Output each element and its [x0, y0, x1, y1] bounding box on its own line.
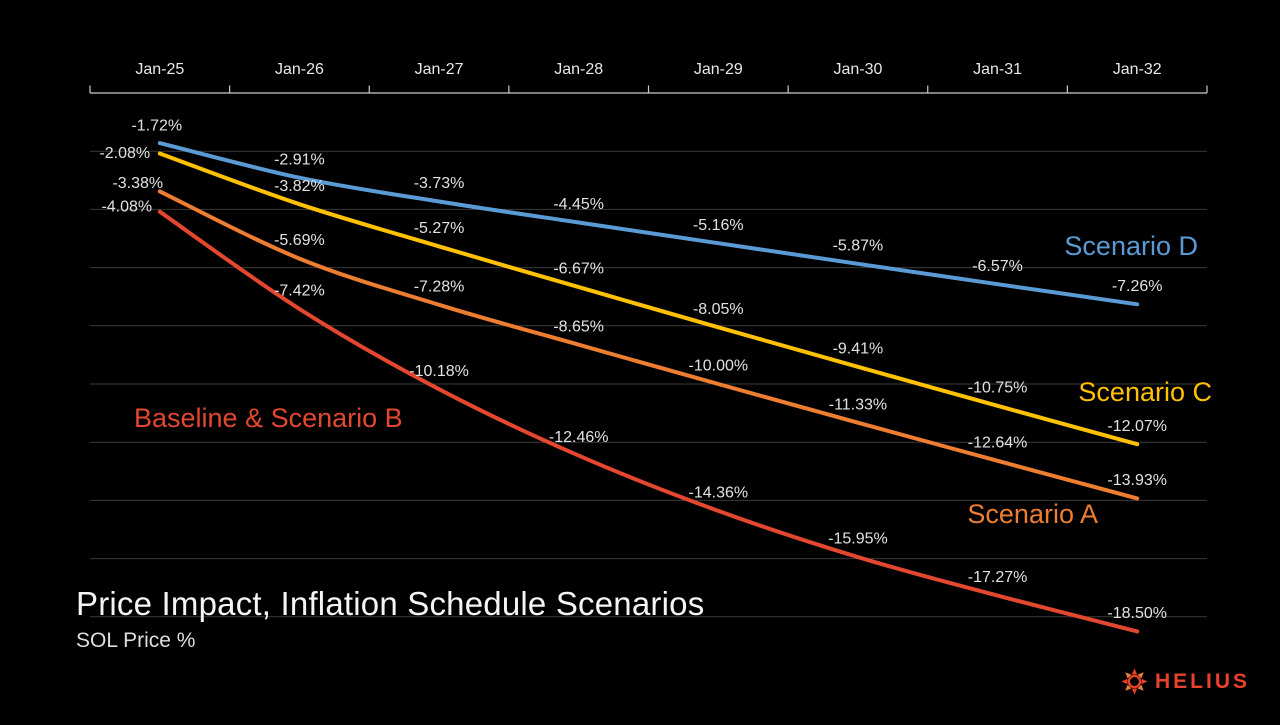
sun-ray: [1131, 668, 1138, 675]
value-label: -3.82%: [274, 178, 325, 195]
sun-core: [1127, 674, 1142, 689]
sun-ray: [1131, 688, 1138, 695]
series-annotation-scenario-a: Scenario A: [967, 499, 1098, 529]
line-scenario-d: [157, 141, 1140, 307]
value-label: -4.08%: [101, 198, 152, 215]
value-label: -2.08%: [99, 145, 150, 162]
sun-ray: [1137, 684, 1144, 691]
value-label: -3.73%: [414, 175, 465, 192]
value-label: -7.28%: [414, 278, 465, 295]
helius-logo: HELIUS: [1121, 668, 1250, 695]
value-label: -11.33%: [829, 396, 887, 413]
value-label: -2.91%: [274, 151, 325, 168]
value-label: -13.93%: [1107, 472, 1167, 489]
value-label: -1.72%: [131, 118, 182, 135]
value-label: -5.69%: [274, 232, 325, 249]
x-axis-label: Jan-28: [554, 61, 603, 78]
value-label: -6.57%: [972, 258, 1023, 275]
line-scenario-c: [157, 151, 1140, 447]
helius-sun-icon: [1121, 668, 1148, 695]
x-axis-label: Jan-25: [135, 61, 184, 78]
x-axis-label: Jan-31: [973, 61, 1022, 78]
value-label: -14.36%: [689, 484, 749, 501]
x-axis-label: Jan-30: [833, 61, 882, 78]
value-label: -8.05%: [693, 301, 744, 318]
series-scenario-a: -3.38% -5.69% -7.28% -8.65% -10.00% -11.33% -1…: [112, 175, 1167, 501]
sun-ray: [1141, 678, 1148, 685]
line-scenario-a: [157, 189, 1140, 501]
value-label: -3.38%: [112, 175, 163, 192]
x-axis-label: Jan-27: [415, 61, 464, 78]
value-label: -5.87%: [833, 237, 884, 254]
series-scenario-d: -1.72% -2.91% -3.73% -4.45% -5.16% -5.87% -6.5…: [131, 118, 1163, 307]
chart-title: Price Impact, Inflation Schedule Scenari…: [76, 585, 705, 622]
sun-ray: [1121, 678, 1128, 685]
value-label: -18.50%: [1107, 605, 1167, 622]
value-label: -12.07%: [1107, 418, 1167, 435]
value-label: -17.27%: [968, 569, 1028, 586]
line-baseline-scenario-b: [157, 209, 1140, 634]
x-axis-label: Jan-29: [694, 61, 743, 78]
series-scenario-c: -2.08% -3.82% -5.27% -6.67% -8.05% -9.41% -10.…: [99, 145, 1167, 447]
x-axis-label: Jan-32: [1113, 61, 1162, 78]
value-label: -10.18%: [409, 363, 469, 380]
value-label: -4.45%: [553, 196, 604, 213]
value-label: -6.67%: [553, 261, 604, 278]
chart-subtitle: SOL Price %: [76, 628, 196, 652]
value-label: -15.95%: [828, 531, 888, 548]
sun-ray: [1137, 672, 1144, 679]
title-block: Price Impact, Inflation Schedule Scenari…: [76, 585, 704, 653]
value-label: -7.42%: [274, 283, 325, 300]
value-label: -9.41%: [833, 340, 884, 357]
value-label: -5.27%: [414, 220, 465, 237]
series-baseline-scenario-b: -4.08% -7.42% -10.18% -12.46% -14.36% -15.95%…: [101, 198, 1167, 634]
x-axis-label: Jan-26: [275, 61, 324, 78]
gridlines: [90, 150, 1207, 618]
value-label: -8.65%: [553, 318, 604, 335]
series-annotation-scenario-c: Scenario C: [1078, 377, 1212, 407]
value-label: -10.00%: [689, 358, 749, 375]
series-annotation-baseline-scenario-b: Baseline & Scenario B: [134, 403, 403, 433]
value-label: -7.26%: [1112, 278, 1163, 295]
value-label: -5.16%: [693, 217, 744, 234]
x-axis: Jan-25 Jan-26 Jan-27 Jan-28 Jan-29 Jan-30 Jan-…: [89, 61, 1208, 94]
sun-ray: [1125, 672, 1132, 679]
value-label: -12.64%: [968, 434, 1028, 451]
helius-logo-text: HELIUS: [1154, 670, 1250, 693]
value-label: -10.75%: [968, 379, 1028, 396]
sun-ray: [1125, 684, 1132, 691]
value-label: -12.46%: [549, 429, 609, 446]
series-annotation-scenario-d: Scenario D: [1064, 231, 1198, 261]
